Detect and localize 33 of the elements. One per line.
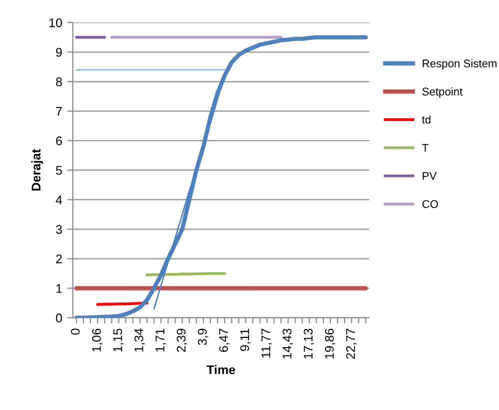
x-tick-label: 0 [70, 328, 80, 335]
x-tick-label: 1,34 [134, 328, 145, 352]
x-tick-label: 1,71 [156, 328, 166, 352]
y-tick-label: 2 [56, 254, 62, 264]
x-tick-label: 3,9 [198, 328, 208, 346]
y-tick-label: 7 [56, 107, 62, 116]
x-tick-label: 11,77 [262, 328, 272, 358]
x-tick-label: 1,15 [113, 328, 124, 352]
y-tick-label: 1 [56, 284, 62, 293]
legend-label: T [422, 144, 428, 152]
y-axis-title: Derajat [31, 149, 43, 191]
x-tick-label: 1,06 [92, 328, 102, 352]
x-tick-label: 6,47 [219, 328, 230, 352]
y-tick-label: 10 [49, 18, 62, 28]
x-tick-label: 9,11 [240, 328, 251, 351]
y-tick-label: 5 [56, 166, 62, 175]
legend-label: Respon Sistem [422, 59, 496, 70]
y-tick-label: 3 [56, 224, 62, 234]
y-tick-label: 4 [56, 196, 62, 204]
x-tick-label: 17,13 [304, 328, 314, 358]
legend-label: td [422, 115, 430, 124]
y-tick-label: 9 [56, 48, 62, 57]
y-tick-label: 8 [56, 77, 62, 86]
x-tick-label: 19,86 [324, 328, 336, 358]
x-tick-label: 22,77 [346, 328, 356, 359]
x-tick-label: 14,43 [282, 328, 293, 358]
legend-label: PV [422, 172, 437, 180]
legend-label: CO [422, 200, 438, 208]
x-tick-label: 2,39 [176, 328, 188, 352]
legend-label: Setpoint [422, 87, 463, 98]
y-tick-label: 6 [56, 136, 62, 146]
y-tick-label: 0 [56, 314, 62, 322]
x-axis-title: Time [206, 365, 236, 374]
